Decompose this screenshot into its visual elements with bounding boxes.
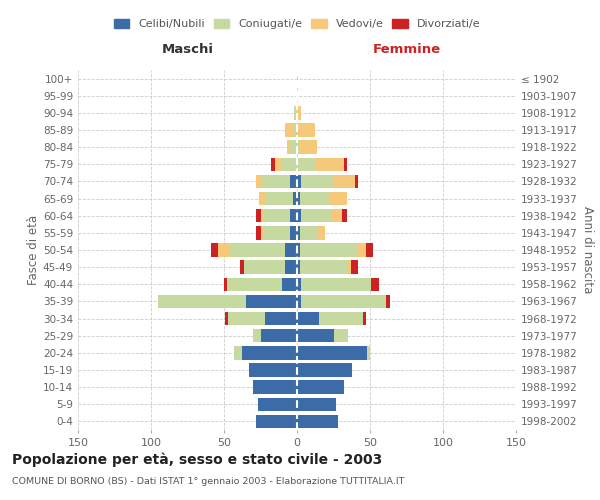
- Bar: [297, 106, 301, 120]
- Text: Popolazione per età, sesso e stato civile - 2003: Popolazione per età, sesso e stato civil…: [12, 452, 382, 467]
- Bar: [301, 174, 334, 188]
- Bar: [347, 260, 351, 274]
- Bar: [266, 192, 293, 205]
- Bar: [297, 294, 301, 308]
- Bar: [300, 140, 317, 154]
- Bar: [334, 174, 355, 188]
- Bar: [290, 209, 297, 222]
- Bar: [297, 414, 338, 428]
- Bar: [230, 244, 286, 256]
- Bar: [297, 226, 300, 239]
- Bar: [256, 174, 260, 188]
- Bar: [240, 260, 244, 274]
- Bar: [290, 226, 297, 239]
- Text: Maschi: Maschi: [161, 44, 214, 57]
- Bar: [293, 192, 297, 205]
- Bar: [297, 158, 314, 171]
- Bar: [283, 158, 297, 171]
- Bar: [290, 140, 297, 154]
- Bar: [297, 209, 301, 222]
- Bar: [297, 398, 337, 411]
- Bar: [260, 209, 263, 222]
- Bar: [211, 244, 218, 256]
- Bar: [286, 244, 297, 256]
- Bar: [286, 260, 297, 274]
- Bar: [367, 346, 370, 360]
- Bar: [297, 124, 314, 136]
- Bar: [334, 329, 348, 342]
- Bar: [371, 278, 379, 291]
- Bar: [300, 260, 347, 274]
- Bar: [290, 174, 297, 188]
- Bar: [242, 346, 297, 360]
- Bar: [234, 346, 242, 360]
- Bar: [300, 226, 317, 239]
- Bar: [386, 294, 391, 308]
- Bar: [297, 346, 367, 360]
- Bar: [362, 312, 365, 326]
- Bar: [301, 278, 371, 291]
- Bar: [297, 312, 319, 326]
- Y-axis label: Fasce di età: Fasce di età: [27, 215, 40, 285]
- Bar: [300, 244, 358, 256]
- Bar: [227, 278, 283, 291]
- Bar: [244, 260, 286, 274]
- Bar: [297, 364, 352, 376]
- Bar: [319, 312, 362, 326]
- Bar: [297, 278, 301, 291]
- Bar: [314, 158, 344, 171]
- Bar: [317, 226, 325, 239]
- Y-axis label: Anni di nascita: Anni di nascita: [581, 206, 594, 294]
- Bar: [218, 244, 230, 256]
- Bar: [329, 192, 347, 205]
- Bar: [260, 329, 297, 342]
- Text: Femmine: Femmine: [373, 44, 440, 57]
- Bar: [297, 329, 334, 342]
- Bar: [297, 192, 300, 205]
- Bar: [297, 260, 300, 274]
- Bar: [256, 226, 260, 239]
- Bar: [275, 158, 283, 171]
- Bar: [224, 278, 227, 291]
- Bar: [297, 244, 300, 256]
- Bar: [263, 226, 290, 239]
- Bar: [283, 278, 297, 291]
- Bar: [256, 414, 297, 428]
- Bar: [297, 72, 298, 86]
- Bar: [271, 158, 275, 171]
- Bar: [297, 140, 300, 154]
- Bar: [229, 312, 265, 326]
- Bar: [260, 226, 263, 239]
- Bar: [259, 192, 266, 205]
- Bar: [257, 398, 297, 411]
- Bar: [287, 140, 290, 154]
- Bar: [293, 124, 297, 136]
- Bar: [300, 192, 329, 205]
- Bar: [260, 174, 290, 188]
- Bar: [226, 312, 229, 326]
- Bar: [301, 294, 386, 308]
- Bar: [351, 260, 358, 274]
- Bar: [365, 244, 373, 256]
- Bar: [246, 294, 297, 308]
- Bar: [263, 209, 290, 222]
- Bar: [256, 209, 260, 222]
- Bar: [253, 380, 297, 394]
- Bar: [358, 244, 365, 256]
- Bar: [301, 209, 331, 222]
- Bar: [344, 158, 347, 171]
- Bar: [297, 174, 301, 188]
- Bar: [249, 364, 297, 376]
- Bar: [297, 380, 344, 394]
- Bar: [253, 329, 260, 342]
- Text: COMUNE DI BORNO (BS) - Dati ISTAT 1° gennaio 2003 - Elaborazione TUTTITALIA.IT: COMUNE DI BORNO (BS) - Dati ISTAT 1° gen…: [12, 478, 404, 486]
- Bar: [265, 312, 297, 326]
- Legend: Celibi/Nubili, Coniugati/e, Vedovi/e, Divorziati/e: Celibi/Nubili, Coniugati/e, Vedovi/e, Di…: [109, 14, 485, 34]
- Bar: [294, 106, 297, 120]
- Bar: [342, 209, 347, 222]
- Bar: [331, 209, 342, 222]
- Bar: [355, 174, 358, 188]
- Bar: [286, 124, 293, 136]
- Bar: [158, 294, 246, 308]
